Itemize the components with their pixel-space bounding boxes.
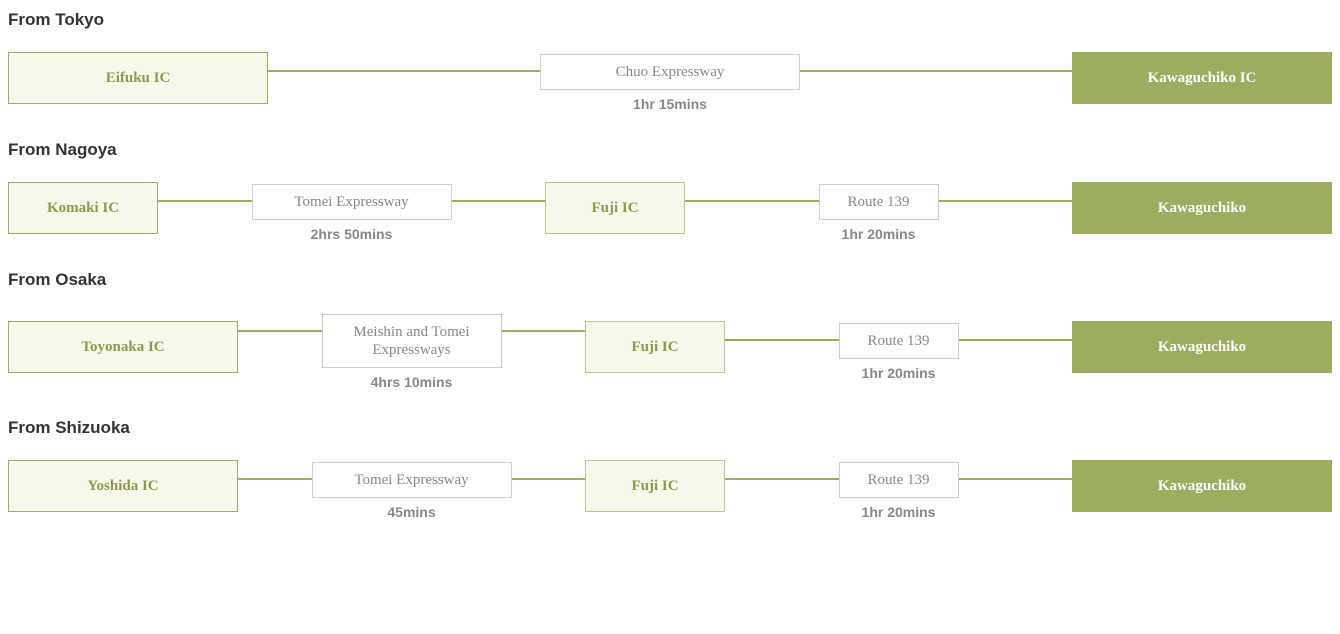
mid-ic-node: Fuji IC <box>545 182 685 234</box>
travel-time-label: 4hrs 10mins <box>371 374 453 390</box>
expressway-label: Tomei Expressway <box>312 462 512 498</box>
travel-time-label: 45mins <box>387 504 435 520</box>
start-ic-node: Toyonaka IC <box>8 321 238 373</box>
route-row: Yoshida ICTomei Expressway45minsFuji ICR… <box>8 452 1332 520</box>
route-segment: Tomei Expressway 2hrs 50mins <box>158 174 545 242</box>
expressway-label: Route 139 <box>819 184 939 220</box>
route-title: From Nagoya <box>8 140 1332 160</box>
expressway-label: Chuo Expressway <box>540 54 800 90</box>
start-ic-node: Yoshida IC <box>8 460 238 512</box>
route-section: From OsakaToyonaka ICMeishin and Tomei E… <box>8 270 1332 390</box>
expressway-label: Route 139 <box>839 462 959 498</box>
route-segment: Route 139 1hr 20mins <box>685 174 1072 242</box>
destination-node: Kawaguchiko <box>1072 182 1332 234</box>
destination-node: Kawaguchiko IC <box>1072 52 1332 104</box>
travel-time-label: 1hr 15mins <box>633 96 707 112</box>
route-section: From Shizuoka Yoshida IC Tomei Expressway 4… <box>8 418 1332 520</box>
start-ic-node: Komaki IC <box>8 182 158 234</box>
travel-time-label: 1hr 20mins <box>862 504 936 520</box>
route-title: From Shizuoka <box>8 418 1332 438</box>
route-segment: Tomei Expressway 45mins <box>238 452 585 520</box>
route-segment: Route 139 1hr 20mins <box>725 313 1072 381</box>
route-row: Toyonaka ICMeishin and Tomei Expressways… <box>8 304 1332 390</box>
travel-time-label: 1hr 20mins <box>862 365 936 381</box>
route-title: From Osaka <box>8 270 1332 290</box>
route-row: Komaki IC Tomei Expressway 2hrs 50mins Fuji… <box>8 174 1332 242</box>
route-segment: Route 139 1hr 20mins <box>725 452 1072 520</box>
mid-ic-node: Fuji IC <box>585 460 725 512</box>
travel-time-label: 2hrs 50mins <box>311 226 393 242</box>
destination-node: Kawaguchiko <box>1072 460 1332 512</box>
route-title: From Tokyo <box>8 10 1332 30</box>
start-ic-node: Eifuku IC <box>8 52 268 104</box>
mid-ic-node: Fuji IC <box>585 321 725 373</box>
route-section: From Tokyo Eifuku IC Chuo Expressway 1hr 15… <box>8 10 1332 112</box>
route-segment: Meishin and Tomei Expressways 4hrs 10mins <box>238 304 585 390</box>
route-section: From Nagoya Komaki IC Tomei Expressway 2hrs… <box>8 140 1332 242</box>
destination-node: Kawaguchiko <box>1072 321 1332 373</box>
expressway-label: Meishin and Tomei Expressways <box>322 314 502 368</box>
expressway-label: Tomei Expressway <box>252 184 452 220</box>
travel-time-label: 1hr 20mins <box>842 226 916 242</box>
route-segment: Chuo Expressway 1hr 15mins <box>268 44 1072 112</box>
expressway-label: Route 139 <box>839 323 959 359</box>
route-row: Eifuku IC Chuo Expressway 1hr 15mins Kawagu… <box>8 44 1332 112</box>
